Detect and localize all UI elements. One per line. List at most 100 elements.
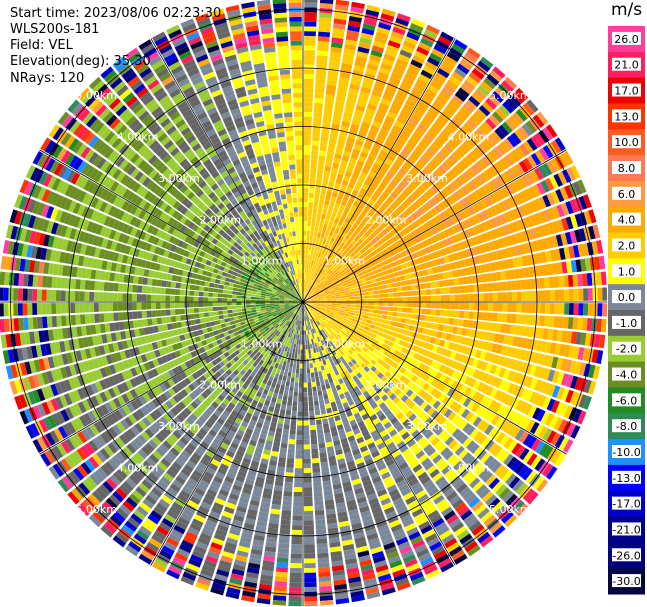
velocity-gate bbox=[300, 325, 302, 331]
velocity-gate bbox=[370, 166, 379, 175]
velocity-gate bbox=[448, 75, 462, 86]
velocity-gate bbox=[427, 174, 437, 184]
velocity-gate bbox=[348, 15, 363, 23]
velocity-gate bbox=[393, 187, 402, 196]
velocity-gate bbox=[303, 496, 313, 502]
velocity-gate bbox=[358, 254, 365, 260]
velocity-gate bbox=[289, 577, 302, 583]
velocity-gate bbox=[354, 307, 360, 311]
velocity-gate bbox=[350, 153, 359, 160]
velocity-gate bbox=[386, 170, 395, 179]
velocity-gate bbox=[444, 55, 458, 67]
velocity-gate bbox=[398, 133, 409, 143]
velocity-gate bbox=[402, 146, 412, 156]
velocity-gate bbox=[522, 140, 534, 154]
velocity-gate bbox=[399, 180, 408, 189]
velocity-gate bbox=[304, 534, 315, 540]
velocity-gate bbox=[337, 139, 346, 146]
velocity-gate bbox=[440, 31, 454, 43]
velocity-gate bbox=[377, 314, 383, 319]
velocity-gate bbox=[429, 315, 436, 323]
velocity-gate bbox=[334, 153, 342, 160]
velocity-gate bbox=[426, 210, 435, 219]
velocity-gate bbox=[402, 302, 408, 308]
velocity-gate bbox=[526, 291, 532, 302]
velocity-gate bbox=[402, 291, 408, 297]
velocity-gate bbox=[403, 227, 411, 235]
velocity-gate bbox=[308, 406, 314, 412]
velocity-gate bbox=[506, 281, 512, 291]
velocity-gate bbox=[485, 117, 497, 130]
velocity-gate bbox=[314, 188, 321, 194]
velocity-gate bbox=[333, 268, 339, 274]
velocity-gate bbox=[300, 349, 303, 355]
velocity-gate bbox=[322, 238, 327, 245]
velocity-gate bbox=[314, 246, 318, 252]
velocity-gate bbox=[320, 189, 327, 195]
velocity-gate bbox=[430, 309, 436, 316]
velocity-gate bbox=[450, 302, 456, 310]
velocity-gate bbox=[372, 162, 381, 170]
velocity-gate bbox=[397, 53, 411, 63]
velocity-gate bbox=[304, 325, 306, 331]
velocity-gate bbox=[297, 411, 303, 417]
velocity-gate bbox=[492, 312, 498, 322]
velocity-gate bbox=[315, 241, 319, 247]
velocity-gate bbox=[314, 505, 324, 511]
velocity-gate bbox=[349, 294, 355, 297]
velocity-gate bbox=[411, 313, 417, 320]
velocity-gate bbox=[489, 70, 503, 83]
velocity-gate bbox=[331, 266, 337, 272]
velocity-gate bbox=[387, 40, 401, 49]
velocity-gate bbox=[582, 317, 588, 331]
velocity-gate bbox=[409, 203, 418, 212]
velocity-gate bbox=[464, 294, 470, 302]
velocity-gate bbox=[357, 192, 365, 199]
velocity-gate bbox=[303, 382, 308, 388]
velocity-gate bbox=[309, 259, 312, 265]
velocity-gate bbox=[484, 153, 495, 165]
velocity-gate bbox=[323, 204, 329, 211]
velocity-gate bbox=[303, 358, 306, 364]
velocity-gate bbox=[390, 321, 396, 327]
velocity-gate bbox=[429, 80, 442, 91]
velocity-gate bbox=[313, 276, 318, 282]
velocity-gate bbox=[363, 77, 375, 85]
velocity-gate bbox=[336, 298, 341, 301]
velocity-gate bbox=[334, 182, 341, 189]
velocity-gate bbox=[437, 114, 449, 125]
velocity-gate bbox=[453, 278, 459, 286]
velocity-gate bbox=[530, 135, 542, 149]
velocity-gate bbox=[335, 213, 342, 220]
velocity-gate bbox=[411, 221, 419, 230]
velocity-gate bbox=[390, 71, 403, 81]
velocity-gate bbox=[293, 491, 303, 497]
velocity-gate bbox=[317, 208, 323, 214]
velocity-gate bbox=[326, 282, 331, 287]
velocity-gate bbox=[394, 158, 403, 167]
velocity-gate bbox=[484, 168, 494, 180]
velocity-gate bbox=[290, 424, 296, 431]
velocity-gate bbox=[444, 172, 454, 182]
velocity-gate bbox=[373, 190, 381, 198]
velocity-gate bbox=[369, 305, 375, 310]
velocity-gate bbox=[492, 302, 498, 312]
velocity-gate bbox=[347, 25, 361, 33]
velocity-gate bbox=[362, 195, 370, 203]
velocity-gate bbox=[456, 110, 468, 122]
velocity-gate bbox=[434, 204, 443, 214]
velocity-gate bbox=[388, 302, 394, 307]
velocity-gate bbox=[313, 282, 317, 287]
velocity-gate bbox=[311, 260, 314, 266]
velocity-gate bbox=[303, 235, 307, 241]
velocity-gate bbox=[322, 175, 330, 182]
velocity-gate bbox=[422, 92, 435, 103]
velocity-gate bbox=[394, 208, 402, 216]
velocity-gate bbox=[289, 362, 294, 368]
velocity-gate bbox=[331, 211, 337, 218]
velocity-gate bbox=[319, 237, 324, 244]
velocity-gate bbox=[392, 307, 398, 312]
velocity-gate bbox=[303, 363, 307, 369]
velocity-gate bbox=[279, 452, 287, 458]
velocity-gate bbox=[362, 116, 373, 125]
